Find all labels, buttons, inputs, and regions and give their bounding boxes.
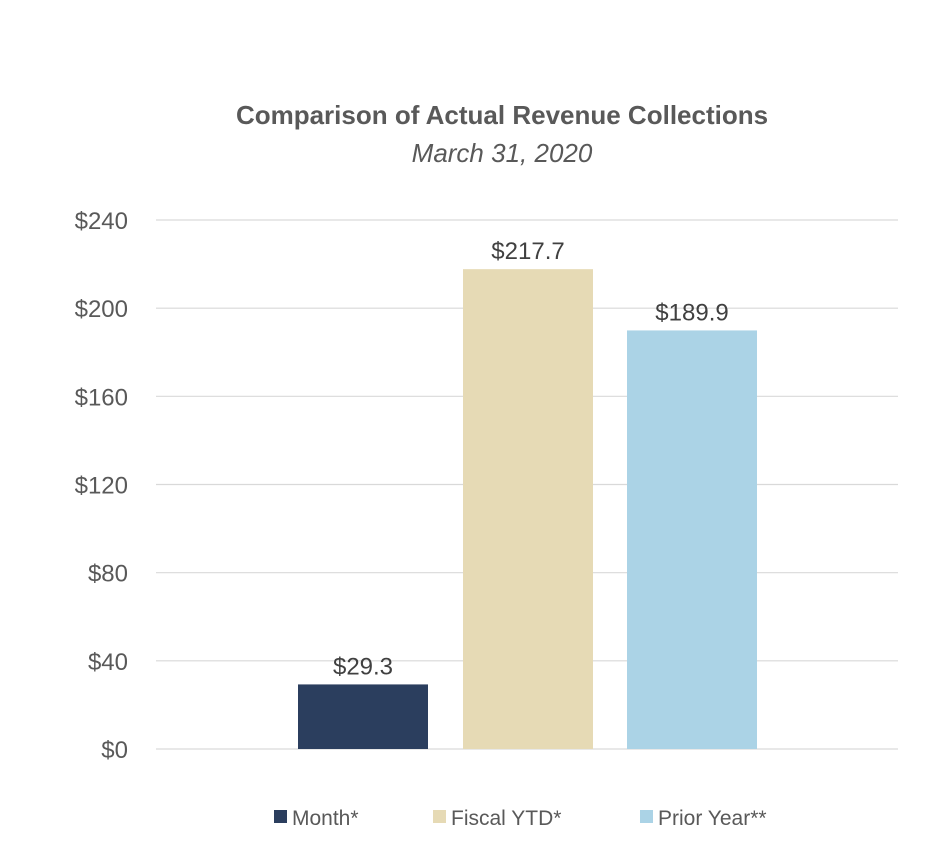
y-tick-label: $80: [88, 561, 128, 588]
data-label-prior-year: $189.9: [655, 299, 728, 326]
bar-fiscal-ytd: [463, 269, 593, 749]
y-axis-tick-labels: $0 $40 $80 $120 $160 $200 $240: [75, 208, 128, 764]
legend-swatch-fiscal-ytd: [433, 810, 446, 823]
bar-month: [298, 684, 428, 749]
legend-label-month: Month*: [292, 807, 359, 830]
y-tick-label: $240: [75, 208, 128, 235]
legend-swatch-prior-year: [640, 810, 653, 823]
y-tick-label: $40: [88, 649, 128, 676]
chart-title: Comparison of Actual Revenue Collections: [236, 100, 768, 130]
bar-prior-year: [627, 330, 757, 749]
legend-label-fiscal-ytd: Fiscal YTD*: [451, 807, 561, 830]
y-tick-label: $0: [101, 737, 128, 764]
chart-subtitle: March 31, 2020: [412, 138, 593, 168]
legend-swatch-month: [274, 810, 287, 823]
legend-label-prior-year: Prior Year**: [658, 807, 767, 830]
y-tick-label: $120: [75, 473, 128, 500]
data-labels: $29.3 $217.7 $189.9: [333, 238, 729, 680]
data-label-fiscal-ytd: $217.7: [491, 238, 564, 265]
y-tick-label: $160: [75, 384, 128, 411]
data-label-month: $29.3: [333, 653, 393, 680]
legend: Month* Fiscal YTD* Prior Year**: [274, 807, 767, 830]
y-tick-label: $200: [75, 296, 128, 323]
bars: [298, 269, 757, 749]
